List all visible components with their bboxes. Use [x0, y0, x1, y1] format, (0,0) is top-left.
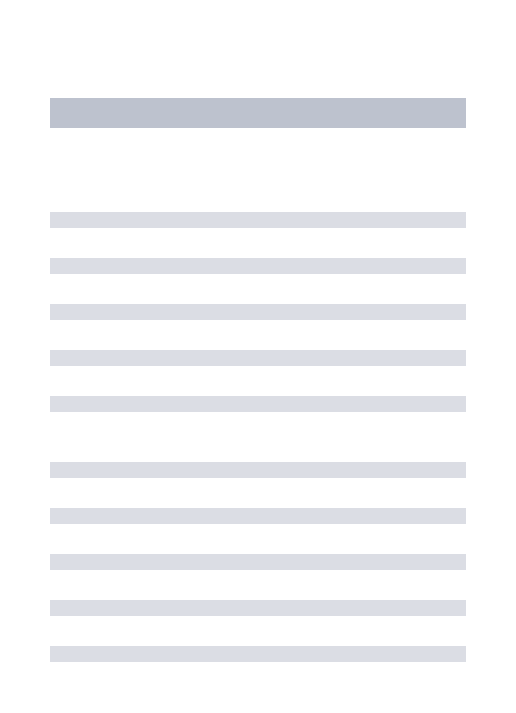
text-line-placeholder	[50, 508, 466, 524]
text-line-placeholder	[50, 396, 466, 412]
text-line-placeholder	[50, 646, 466, 662]
document-skeleton	[0, 0, 516, 662]
text-line-placeholder	[50, 212, 466, 228]
title-placeholder	[50, 98, 466, 128]
paragraph-section-1	[50, 212, 466, 412]
text-line-placeholder	[50, 554, 466, 570]
text-line-placeholder	[50, 600, 466, 616]
text-line-placeholder	[50, 304, 466, 320]
text-line-placeholder	[50, 258, 466, 274]
text-line-placeholder	[50, 350, 466, 366]
paragraph-section-2	[50, 462, 466, 662]
text-line-placeholder	[50, 462, 466, 478]
